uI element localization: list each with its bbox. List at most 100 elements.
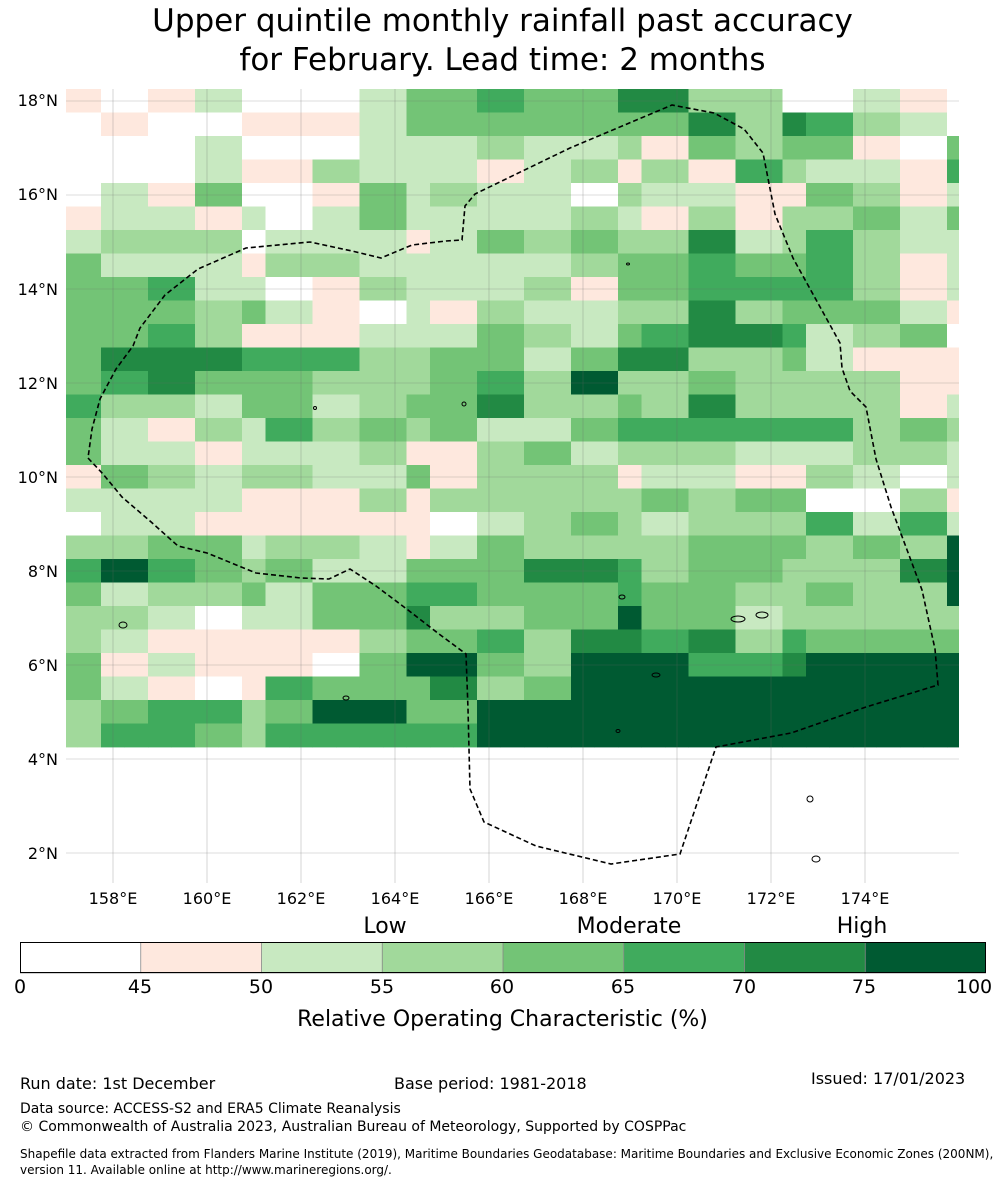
grid-cell	[124, 535, 149, 560]
grid-cell	[900, 629, 924, 654]
grid-cell	[101, 700, 125, 724]
grid-cell	[430, 465, 454, 489]
grid-cell	[782, 653, 807, 677]
grid-cell	[265, 582, 290, 607]
grid-cell	[547, 183, 572, 207]
grid-cell	[900, 465, 924, 489]
grid-cell	[66, 277, 78, 301]
grid-cell	[594, 535, 619, 560]
grid-cell	[77, 206, 102, 231]
grid-cell	[500, 535, 525, 560]
grid-cell	[77, 512, 102, 536]
grid-cell	[618, 465, 642, 489]
grid-cell	[806, 230, 830, 254]
grid-cell	[101, 559, 125, 583]
grid-cell	[524, 559, 548, 583]
grid-cell	[101, 488, 125, 513]
grid-cell	[618, 535, 642, 560]
grid-cell	[853, 723, 877, 748]
grid-cell	[101, 136, 125, 160]
grid-cell	[618, 136, 642, 160]
grid-cell	[171, 183, 196, 207]
grid-cell	[312, 559, 337, 583]
grid-cell	[947, 606, 959, 630]
grid-cell	[688, 253, 713, 278]
grid-cell	[853, 465, 877, 489]
grid-cell	[829, 136, 854, 160]
grid-cell	[477, 653, 501, 677]
grid-cell	[453, 606, 478, 630]
title-line-1: Upper quintile monthly rainfall past acc…	[152, 3, 853, 39]
grid-cell	[77, 653, 102, 677]
grid-cell	[900, 676, 924, 701]
grid-cell	[406, 723, 431, 748]
grid-cell	[547, 136, 572, 160]
grid-cell	[618, 700, 642, 724]
grid-cell	[500, 606, 525, 630]
grid-cell	[735, 700, 760, 724]
lat-tick-18n: 18°N	[17, 91, 58, 110]
grid-cell	[665, 629, 689, 654]
cb-tick-70: 70	[731, 976, 757, 998]
grid-cell	[66, 488, 78, 513]
grid-cell	[265, 629, 290, 654]
grid-cell	[218, 653, 243, 677]
colorbar-swatch	[864, 942, 986, 974]
grid-cell	[66, 206, 78, 231]
grid-cell	[359, 488, 384, 513]
grid-cell	[923, 418, 948, 442]
grid-cell	[265, 324, 290, 348]
grid-cell	[712, 723, 736, 748]
grid-cell	[77, 253, 102, 278]
grid-cell	[829, 488, 854, 513]
grid-cell	[759, 512, 783, 536]
grid-cell	[101, 206, 125, 231]
grid-cell	[148, 676, 172, 701]
grid-cell	[359, 300, 384, 325]
grid-cell	[641, 653, 666, 677]
grid-cell	[218, 465, 243, 489]
category-low: Low	[363, 914, 407, 939]
grid-cell	[688, 512, 713, 536]
grid-cell	[430, 89, 454, 113]
colorbar-title: Relative Operating Characteristic (%)	[297, 1007, 708, 1032]
grid-cell	[406, 112, 431, 137]
grid-cell	[101, 418, 125, 442]
grid-cell	[900, 488, 924, 513]
grid-cell	[218, 89, 243, 113]
grid-cell	[124, 653, 149, 677]
grid-cell	[124, 629, 149, 654]
grid-cell	[547, 723, 572, 748]
grid-cell	[735, 441, 760, 466]
grid-cell	[148, 206, 172, 231]
grid-cell	[665, 441, 689, 466]
grid-cell	[430, 112, 454, 137]
grid-cell	[359, 441, 384, 466]
cb-tick-60: 60	[489, 976, 515, 998]
grid-cell	[124, 723, 149, 748]
grid-cell	[406, 418, 431, 442]
grid-cell	[900, 394, 924, 419]
grid-cell	[641, 700, 666, 724]
grid-cell	[524, 277, 548, 301]
grid-cell	[665, 394, 689, 419]
grid-cell	[124, 277, 149, 301]
grid-cell	[242, 300, 266, 325]
grid-cell	[782, 136, 807, 160]
grid-cell	[641, 159, 666, 184]
grid-cell	[312, 676, 337, 701]
grid-cell	[641, 136, 666, 160]
grid-cell	[359, 371, 384, 395]
grid-cell	[923, 629, 948, 654]
grid-cell	[383, 300, 407, 325]
grid-cell	[242, 676, 266, 701]
rainfall-accuracy-map	[66, 89, 959, 883]
grid-cell	[265, 535, 290, 560]
grid-cell	[641, 300, 666, 325]
grid-cell	[829, 324, 854, 348]
grid-cell	[712, 676, 736, 701]
grid-cell	[923, 136, 948, 160]
grid-cell	[218, 676, 243, 701]
grid-cell	[759, 723, 783, 748]
grid-cell	[312, 89, 337, 113]
